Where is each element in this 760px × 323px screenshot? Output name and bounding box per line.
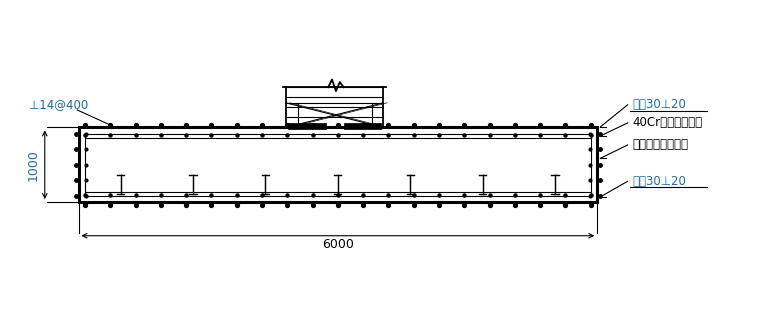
Text: 塔吨专用定位钉板: 塔吨专用定位钉板 [633,139,689,151]
Bar [344,123,382,130]
Text: 1000: 1000 [27,149,40,181]
Text: 40Cr塔吸专用螺栓: 40Cr塔吸专用螺栓 [633,116,703,130]
Bar [78,128,597,202]
Text: 双垉30⊥20: 双垉30⊥20 [633,98,687,111]
Text: 双垉30⊥20: 双垉30⊥20 [633,175,687,188]
Bar [288,123,325,130]
Text: ⊥14@400: ⊥14@400 [30,98,89,111]
Text: 6000: 6000 [322,238,354,251]
Bar [85,134,591,195]
